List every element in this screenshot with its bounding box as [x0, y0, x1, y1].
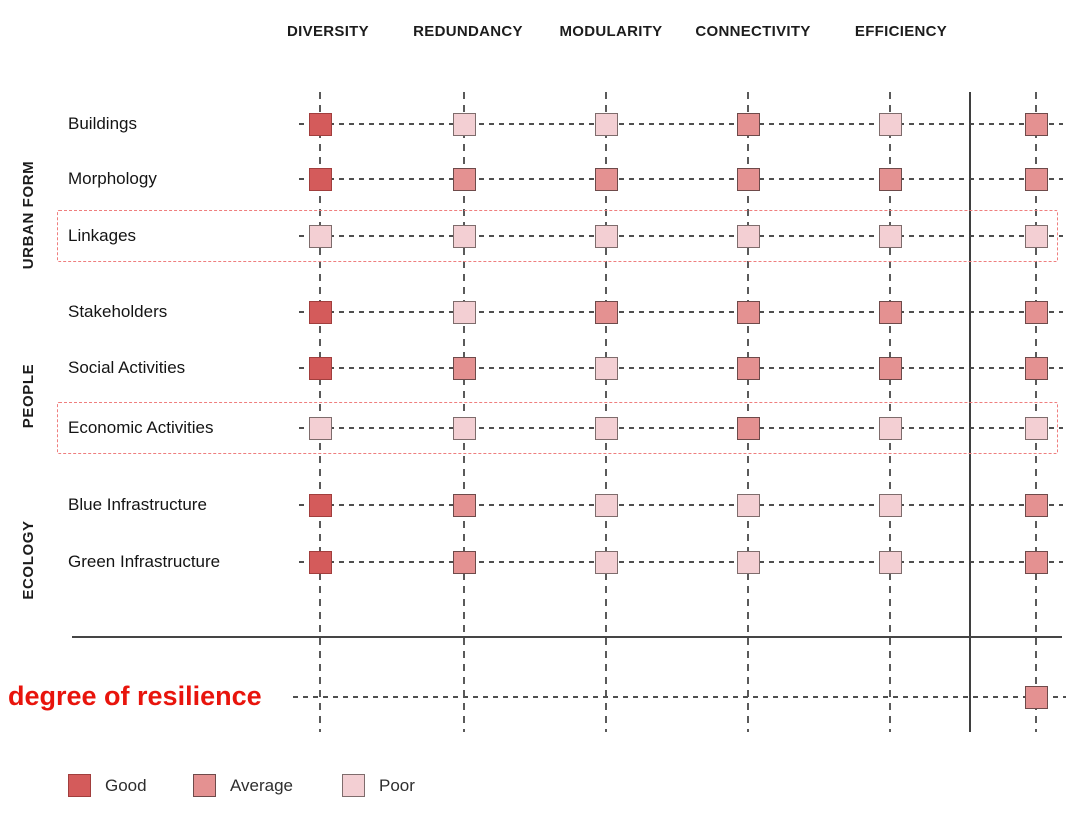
- legend-swatch-average: [193, 774, 216, 797]
- column-header: REDUNDANCY: [413, 23, 523, 40]
- rating-square-poor: [595, 551, 618, 574]
- rating-square-poor: [1025, 225, 1048, 248]
- rating-square-average: [737, 113, 760, 136]
- row-dashed-line: [299, 123, 1063, 125]
- grid-dashed-vline: [889, 92, 891, 732]
- rating-square-average: [737, 417, 760, 440]
- rating-square-average: [1025, 686, 1048, 709]
- row-dashed-line: [299, 561, 1063, 563]
- legend-label: Poor: [379, 776, 415, 795]
- separator-vline: [969, 92, 971, 732]
- rating-square-average: [453, 494, 476, 517]
- grid-dashed-vline: [605, 92, 607, 732]
- grid-dashed-vline: [319, 92, 321, 732]
- grid-dashed-vline: [463, 92, 465, 732]
- row-label: Economic Activities: [68, 418, 214, 437]
- legend-swatch-good: [68, 774, 91, 797]
- rating-square-average: [879, 301, 902, 324]
- row-dashed-line: [299, 178, 1063, 180]
- rating-square-average: [879, 357, 902, 380]
- rating-square-average: [1025, 301, 1048, 324]
- row-label: Buildings: [68, 114, 137, 133]
- rating-square-average: [737, 301, 760, 324]
- row-label: Stakeholders: [68, 302, 168, 321]
- rating-square-poor: [879, 551, 902, 574]
- rating-square-average: [595, 168, 618, 191]
- rating-square-average: [1025, 113, 1048, 136]
- rating-square-poor: [737, 225, 760, 248]
- column-header: EFFICIENCY: [854, 23, 948, 40]
- row-label: Blue Infrastructure: [68, 495, 207, 514]
- legend-label: Good: [105, 776, 147, 795]
- rating-square-poor: [453, 225, 476, 248]
- row-label: Morphology: [68, 169, 157, 188]
- rating-square-average: [737, 357, 760, 380]
- grid-dashed-vline: [1035, 92, 1037, 732]
- rating-square-good: [309, 113, 332, 136]
- column-header: MODULARITY: [559, 23, 663, 40]
- rating-square-poor: [595, 494, 618, 517]
- rating-square-good: [309, 301, 332, 324]
- rating-square-poor: [595, 417, 618, 440]
- highlight-box: [57, 402, 1058, 454]
- row-dashed-line: [299, 427, 1063, 429]
- legend-swatch-poor: [342, 774, 365, 797]
- rating-square-poor: [453, 417, 476, 440]
- row-dashed-line: [299, 504, 1063, 506]
- rating-square-poor: [453, 301, 476, 324]
- rating-square-average: [737, 168, 760, 191]
- row-label: Linkages: [68, 226, 137, 245]
- degree-of-resilience-label: degree of resilience: [8, 681, 262, 711]
- column-header: DIVERSITY: [287, 23, 369, 40]
- row-label: Social Activities: [68, 358, 186, 377]
- rating-square-good: [309, 357, 332, 380]
- rating-square-average: [1025, 494, 1048, 517]
- rating-square-poor: [595, 357, 618, 380]
- rating-square-poor: [309, 225, 332, 248]
- legend-label: Average: [230, 776, 294, 795]
- group-label: URBAN FORM: [20, 160, 37, 270]
- rating-square-average: [879, 168, 902, 191]
- rating-square-poor: [879, 494, 902, 517]
- rating-square-average: [1025, 357, 1048, 380]
- rating-square-average: [595, 301, 618, 324]
- column-header: CONNECTIVITY: [695, 23, 811, 40]
- group-label: ECOLOGY: [20, 520, 37, 600]
- highlight-box: [57, 210, 1058, 262]
- degree-dashed-line: [293, 696, 1066, 698]
- rating-square-average: [453, 168, 476, 191]
- rating-square-poor: [879, 113, 902, 136]
- rating-square-good: [309, 494, 332, 517]
- rating-square-average: [1025, 551, 1048, 574]
- rating-square-poor: [737, 494, 760, 517]
- rating-square-good: [309, 551, 332, 574]
- rating-square-poor: [595, 225, 618, 248]
- baseline-hline: [72, 636, 1062, 638]
- grid-dashed-vline: [747, 92, 749, 732]
- rating-square-average: [1025, 168, 1048, 191]
- rating-square-poor: [309, 417, 332, 440]
- row-dashed-line: [299, 367, 1063, 369]
- rating-square-good: [309, 168, 332, 191]
- rating-square-poor: [453, 113, 476, 136]
- row-label: Green Infrastructure: [68, 552, 221, 571]
- rating-square-poor: [1025, 417, 1048, 440]
- rating-square-poor: [879, 225, 902, 248]
- row-dashed-line: [299, 311, 1063, 313]
- rating-square-poor: [595, 113, 618, 136]
- rating-square-average: [453, 551, 476, 574]
- rating-square-poor: [737, 551, 760, 574]
- rating-square-poor: [879, 417, 902, 440]
- rating-square-average: [453, 357, 476, 380]
- row-dashed-line: [299, 235, 1063, 237]
